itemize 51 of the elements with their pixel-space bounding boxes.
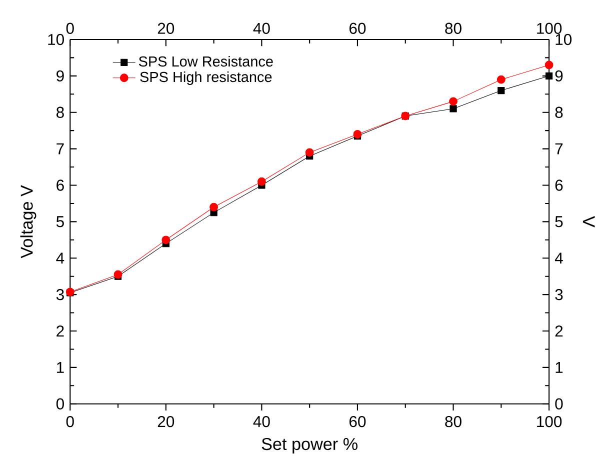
- point: [305, 148, 314, 157]
- y-tick-label: 3: [56, 288, 64, 300]
- x2-tick-label: 0: [66, 22, 74, 34]
- y2-tick-label: 10: [556, 34, 572, 46]
- legend-label: SPS High resistance: [140, 71, 272, 85]
- x-tick-label: 0: [66, 416, 74, 428]
- y2-tick-label: 2: [555, 325, 563, 336]
- y2-axis-title: V: [582, 216, 595, 228]
- x2-tick-label: 20: [158, 22, 174, 34]
- y2-tick-label: 7: [555, 143, 563, 154]
- y2-tick-label: 5: [555, 216, 563, 228]
- y2-tick-label: 1: [556, 362, 563, 373]
- y-tick-label: 7: [56, 143, 64, 154]
- point: [545, 72, 553, 80]
- point: [210, 202, 218, 212]
- point: [496, 75, 506, 84]
- x2-tick-label: 80: [445, 22, 462, 34]
- y-tick-label: 1: [57, 362, 64, 373]
- point: [353, 130, 362, 138]
- y2-tick-label: 4: [554, 252, 563, 264]
- y-tick-label: 2: [56, 325, 64, 336]
- x2-tick-label: 40: [253, 22, 270, 34]
- y2-tick-label: 0: [555, 398, 563, 410]
- x-tick-label: 60: [349, 416, 366, 428]
- x-tick-label: 100: [537, 416, 562, 428]
- point: [498, 86, 505, 94]
- point: [162, 236, 170, 244]
- y-tick-label: 10: [48, 34, 64, 46]
- x-axis-title: Set power %: [262, 438, 358, 454]
- point: [257, 177, 266, 186]
- y-tick-label: 5: [56, 216, 64, 228]
- y2-tick-label: 9: [555, 70, 563, 82]
- point: [544, 60, 554, 70]
- y2-tick-label: 8: [555, 106, 563, 118]
- y-tick-label: 9: [56, 70, 64, 82]
- y-tick-label: 8: [56, 106, 64, 118]
- point: [449, 97, 458, 106]
- legend-label: SPS Low Resistance: [138, 56, 273, 67]
- y-tick-label: 0: [56, 398, 64, 410]
- y-tick-label: 6: [56, 180, 64, 191]
- y2-tick-label: 6: [555, 180, 563, 191]
- x-tick-label: 80: [445, 416, 462, 428]
- point: [450, 105, 457, 112]
- y-tick-label: 4: [56, 252, 64, 264]
- x2-tick-label: 60: [349, 22, 366, 34]
- x-tick-label: 20: [158, 416, 174, 428]
- y-axis-title: Voltage V: [20, 185, 36, 258]
- point: [114, 270, 122, 279]
- x2-tick-label: 100: [537, 22, 562, 34]
- x-tick-label: 40: [253, 416, 270, 428]
- y2-tick-label: 3: [555, 288, 563, 300]
